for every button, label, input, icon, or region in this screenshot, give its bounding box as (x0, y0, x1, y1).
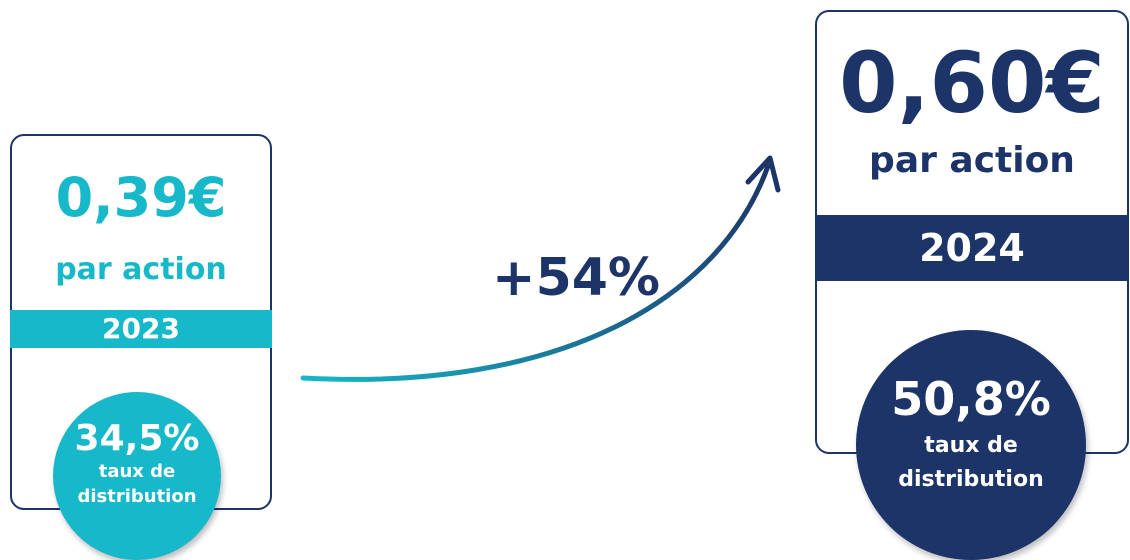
payout-ratio-2024: 50,8% (891, 372, 1051, 426)
growth-arrow-curve (300, 163, 771, 382)
growth-percentage: +54% (492, 248, 661, 308)
payout-ratio-bubble-2023: 34,5% taux de distribution (53, 392, 221, 560)
growth-arrowhead (745, 155, 781, 193)
dividend-unit-2024: par action (869, 140, 1075, 181)
dividend-amount-2024: 0,60€ (839, 34, 1105, 132)
dividend-amount-2023: 0,39€ (55, 166, 227, 229)
dividend-card-2023: 0,39€ par action 2023 (10, 134, 272, 510)
payout-ratio-bubble-2024: 50,8% taux de distribution (856, 330, 1086, 560)
payout-label-2023-line2: distribution (77, 485, 197, 507)
dividend-unit-2023: par action (55, 252, 227, 287)
payout-label-2024-line1: taux de (924, 433, 1018, 458)
year-band-2024: 2024 (815, 215, 1129, 281)
payout-label-2024-line2: distribution (898, 466, 1044, 492)
payout-label-2023-line1: taux de (98, 461, 176, 482)
year-band-2023: 2023 (10, 310, 272, 348)
payout-ratio-2023: 34,5% (74, 418, 200, 459)
